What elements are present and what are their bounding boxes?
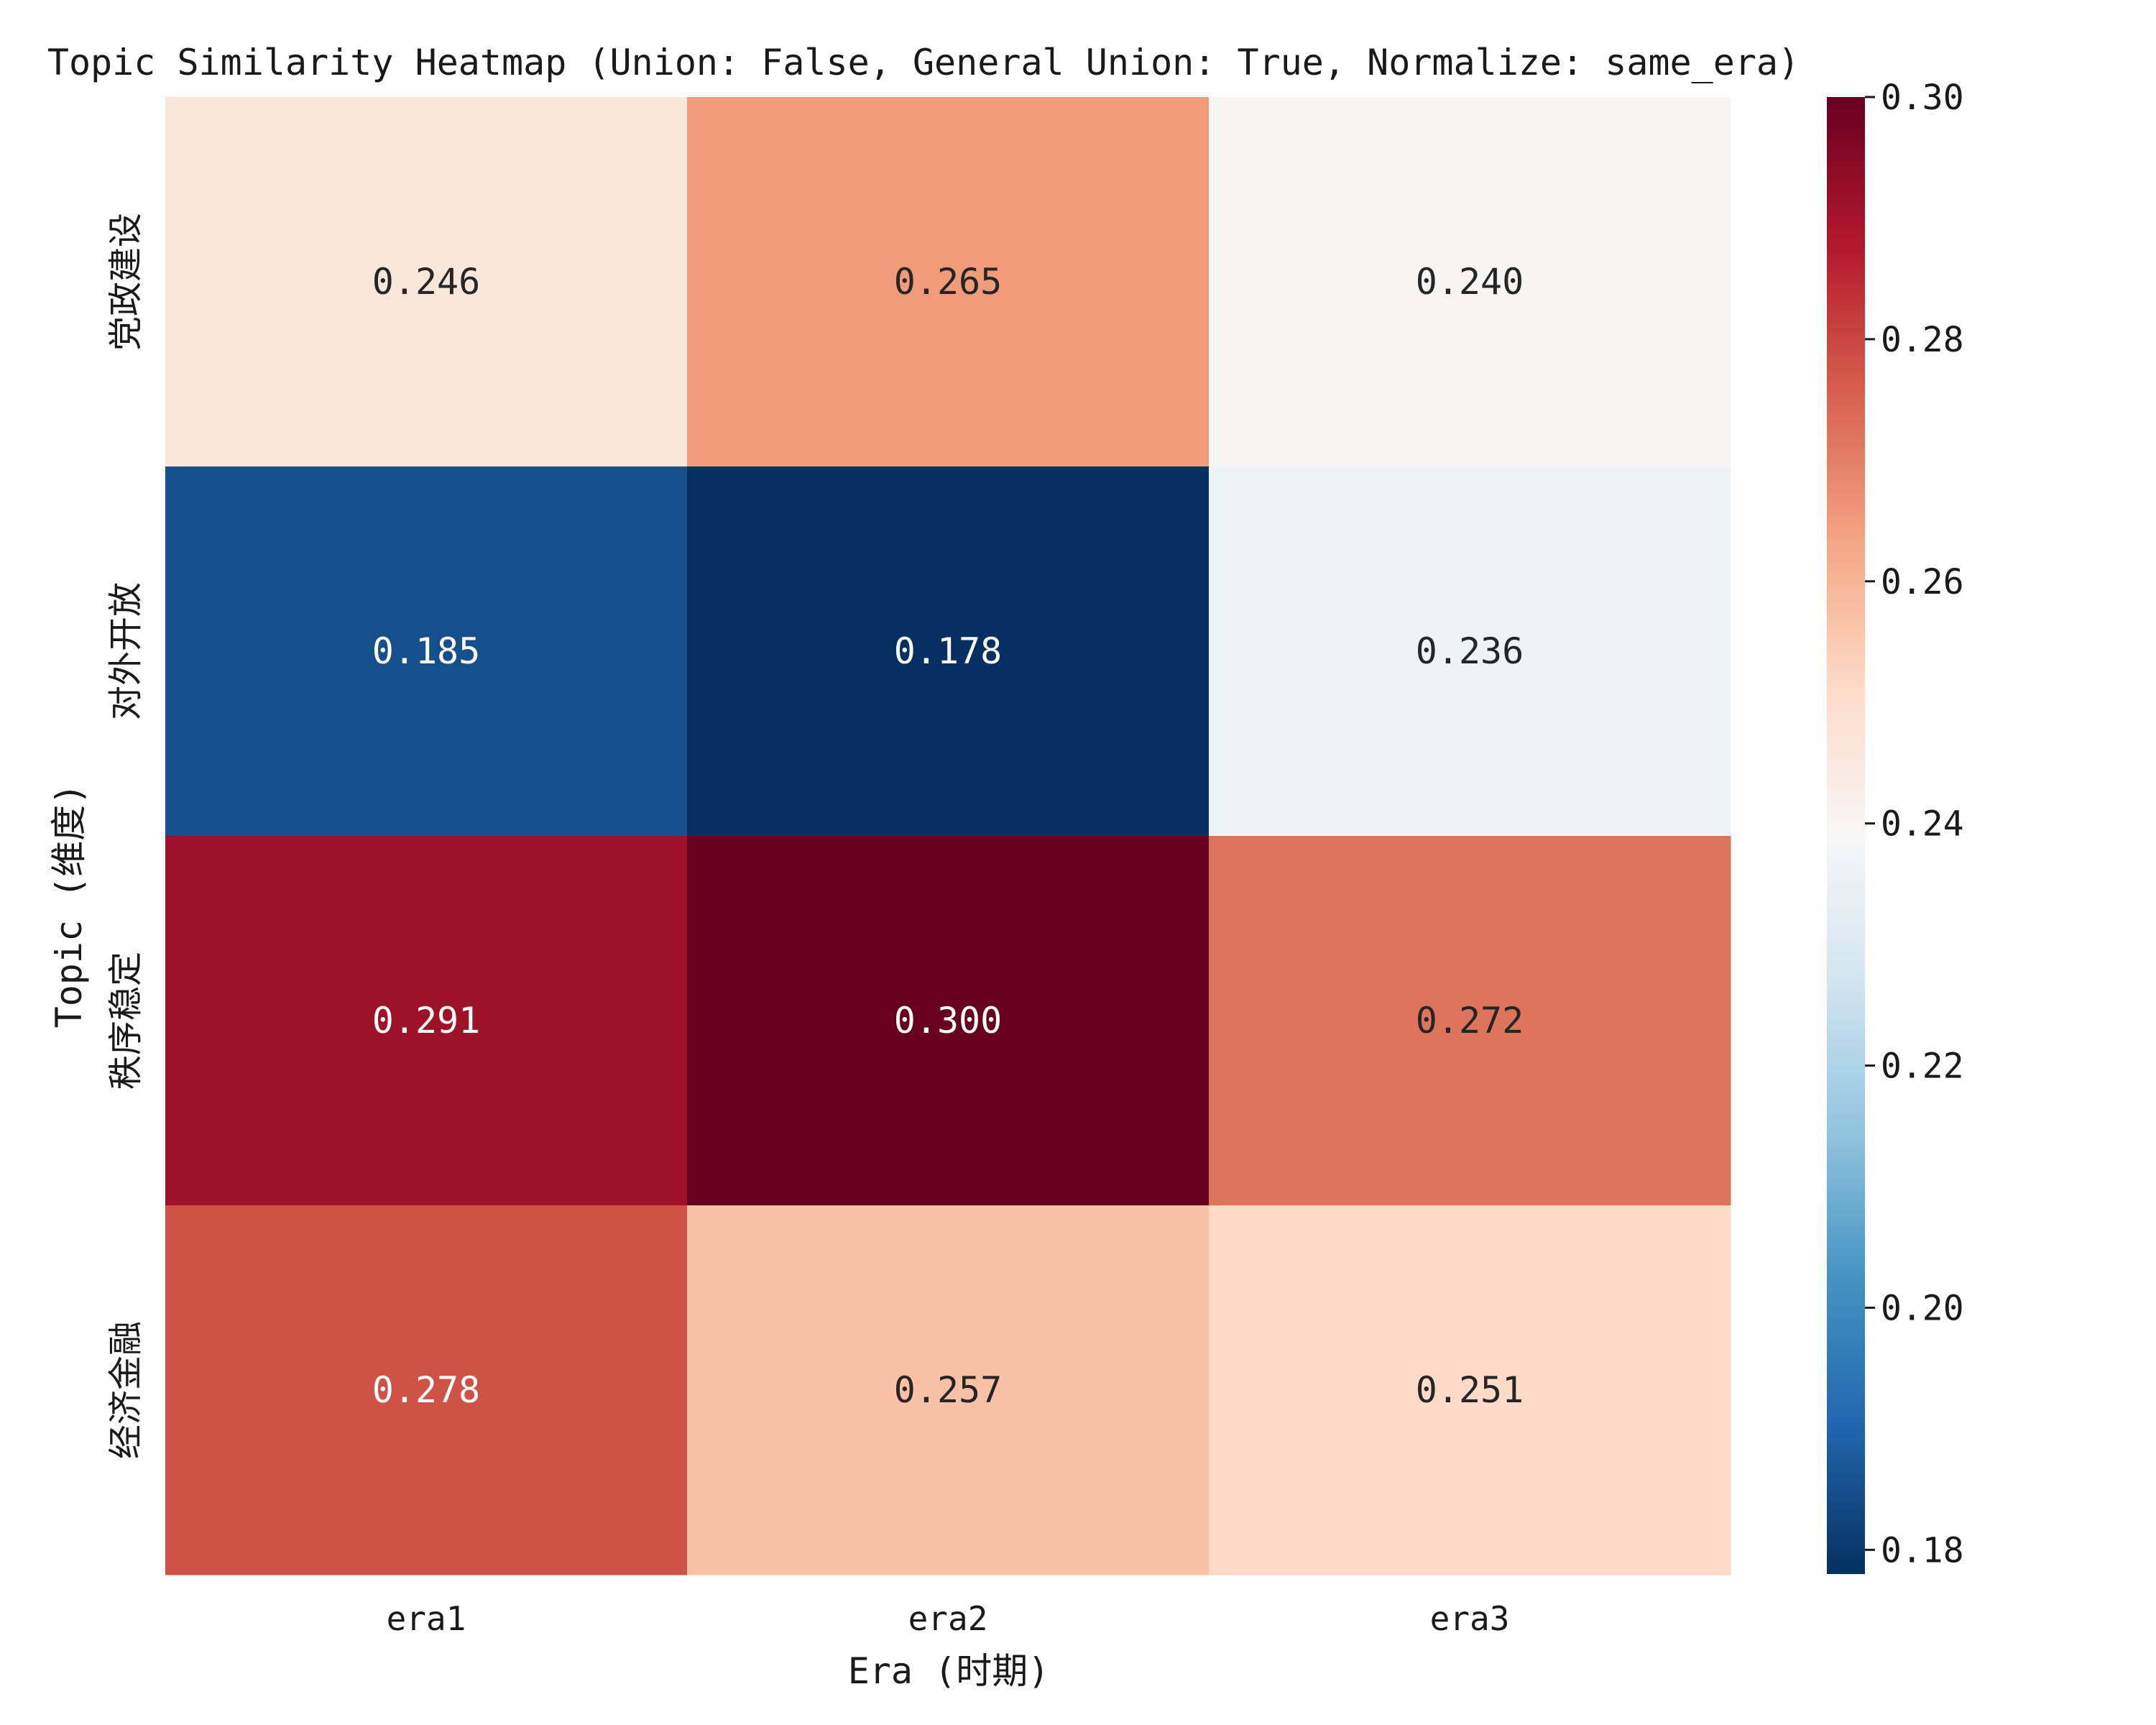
colorbar-tick-label-3: 0.24 xyxy=(1881,804,1964,845)
cell-value-label-r3-c0: 0.278 xyxy=(372,1369,481,1411)
heatmap-cell-r2-c1 xyxy=(687,836,1210,1206)
y-tick-label-0: 党政建设 xyxy=(106,213,146,351)
y-axis-label: Topic (维度) xyxy=(48,783,90,1029)
chart-title: Topic Similarity Heatmap (Union: False, … xyxy=(47,42,1800,83)
x-axis-label: Era (时期) xyxy=(847,1650,1050,1692)
cell-value-label-r3-c1: 0.257 xyxy=(894,1369,1003,1411)
x-tick-label-2: era3 xyxy=(1430,1599,1510,1638)
cell-value-label-r2-c1: 0.300 xyxy=(894,1000,1003,1041)
colorbar-tick-label-1: 0.20 xyxy=(1881,1288,1964,1328)
x-tick-label-0: era1 xyxy=(387,1599,466,1638)
colorbar-tick-label-0: 0.18 xyxy=(1881,1530,1964,1570)
cell-value-label-r3-c2: 0.251 xyxy=(1416,1369,1524,1411)
heatmap-cell-r2-c0 xyxy=(165,836,688,1206)
y-tick-label-1: 对外开放 xyxy=(106,582,146,720)
colorbar xyxy=(1827,97,1865,1574)
heatmap-cell-r3-c2 xyxy=(1209,1205,1731,1576)
colorbar-tick-label-4: 0.26 xyxy=(1881,562,1964,602)
x-tick-label-1: era2 xyxy=(908,1599,988,1638)
colorbar-tick-label-2: 0.22 xyxy=(1881,1046,1964,1087)
cell-value-label-r1-c2: 0.236 xyxy=(1416,630,1524,672)
cell-value-label-r1-c1: 0.178 xyxy=(894,630,1003,672)
heatmap-cell-r0-c0 xyxy=(165,97,688,467)
cell-value-label-r0-c0: 0.246 xyxy=(372,261,481,303)
heatmap-cell-r0-c1 xyxy=(687,97,1210,467)
y-tick-label-3: 经济金融 xyxy=(106,1321,146,1459)
y-tick-label-2: 秩序稳定 xyxy=(106,952,146,1090)
heatmap-cell-r3-c1 xyxy=(687,1205,1210,1576)
cell-value-label-r1-c0: 0.185 xyxy=(372,630,481,672)
cell-value-label-r0-c2: 0.240 xyxy=(1416,261,1524,303)
cell-value-label-r0-c1: 0.265 xyxy=(894,261,1003,303)
cell-value-label-r2-c2: 0.272 xyxy=(1416,1000,1524,1041)
heatmap-cell-r3-c0 xyxy=(165,1205,688,1576)
heatmap-cell-r0-c2 xyxy=(1209,97,1731,467)
heatmap-cell-r2-c2 xyxy=(1209,836,1731,1206)
heatmap-cell-r1-c2 xyxy=(1209,466,1731,837)
cell-value-label-r2-c0: 0.291 xyxy=(372,1000,481,1041)
heatmap-cell-r1-c1 xyxy=(687,466,1210,837)
colorbar-tick-label-6: 0.30 xyxy=(1881,78,1964,118)
colorbar-tick-label-5: 0.28 xyxy=(1881,320,1964,360)
heatmap-cell-r1-c0 xyxy=(165,466,688,837)
